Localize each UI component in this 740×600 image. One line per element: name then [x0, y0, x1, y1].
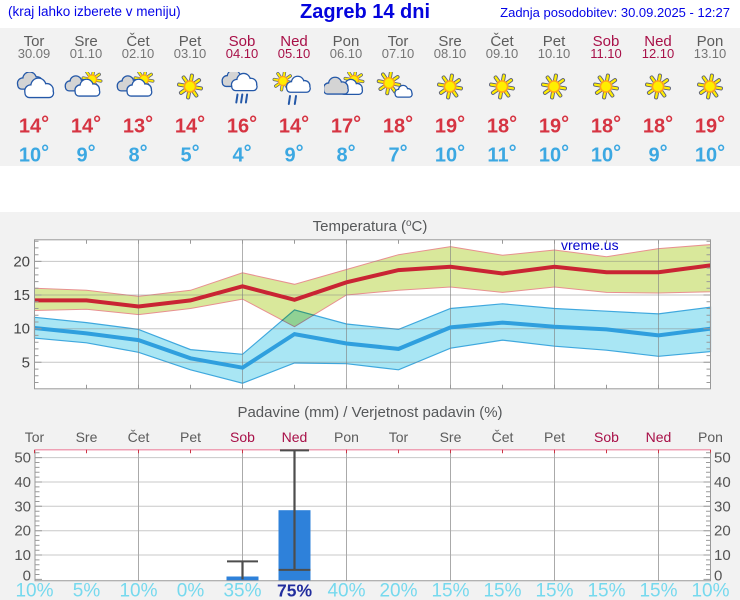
svg-text:Pon: Pon — [698, 429, 723, 445]
svg-text:Sre: Sre — [76, 429, 98, 445]
svg-text:5%: 5% — [73, 581, 101, 600]
svg-text:10%: 10% — [119, 581, 157, 600]
svg-text:Čet: Čet — [128, 429, 150, 445]
svg-text:0: 0 — [714, 567, 722, 584]
svg-text:5: 5 — [22, 354, 30, 371]
svg-text:50: 50 — [14, 450, 31, 467]
svg-text:75%: 75% — [277, 581, 312, 600]
svg-text:Sob: Sob — [230, 429, 255, 445]
svg-text:Ned: Ned — [646, 429, 672, 445]
svg-text:40: 40 — [14, 474, 31, 491]
svg-text:30: 30 — [14, 498, 31, 515]
svg-text:Tor: Tor — [389, 429, 409, 445]
svg-text:20%: 20% — [379, 581, 417, 600]
svg-text:Pet: Pet — [180, 429, 201, 445]
svg-text:vreme.us: vreme.us — [561, 237, 619, 253]
svg-text:Tor: Tor — [25, 429, 45, 445]
svg-text:10: 10 — [14, 547, 31, 564]
svg-text:Temperatura (oC): Temperatura (oC) — [313, 218, 428, 235]
svg-text:15%: 15% — [431, 581, 469, 600]
svg-text:40%: 40% — [327, 581, 365, 600]
svg-text:20: 20 — [714, 523, 731, 540]
svg-text:0: 0 — [23, 567, 31, 584]
svg-text:10: 10 — [714, 547, 731, 564]
svg-text:Padavine (mm) / Verjetnost pad: Padavine (mm) / Verjetnost padavin (%) — [237, 404, 502, 421]
svg-text:0%: 0% — [177, 581, 205, 600]
svg-text:10%: 10% — [15, 581, 53, 600]
svg-text:Čet: Čet — [492, 429, 514, 445]
svg-text:Sre: Sre — [440, 429, 462, 445]
svg-text:50: 50 — [714, 450, 731, 467]
svg-text:35%: 35% — [223, 581, 261, 600]
svg-text:10%: 10% — [691, 581, 729, 600]
svg-text:Sob: Sob — [594, 429, 619, 445]
svg-text:Pet: Pet — [544, 429, 565, 445]
svg-text:15: 15 — [13, 287, 30, 304]
svg-text:20: 20 — [13, 253, 30, 270]
svg-text:15%: 15% — [639, 581, 677, 600]
svg-text:40: 40 — [714, 474, 731, 491]
svg-text:Ned: Ned — [282, 429, 308, 445]
svg-text:30: 30 — [714, 498, 731, 515]
svg-text:20: 20 — [14, 523, 31, 540]
svg-text:15%: 15% — [535, 581, 573, 600]
svg-text:15%: 15% — [483, 581, 521, 600]
svg-text:15%: 15% — [587, 581, 625, 600]
svg-text:10: 10 — [13, 321, 30, 338]
svg-text:Pon: Pon — [334, 429, 359, 445]
